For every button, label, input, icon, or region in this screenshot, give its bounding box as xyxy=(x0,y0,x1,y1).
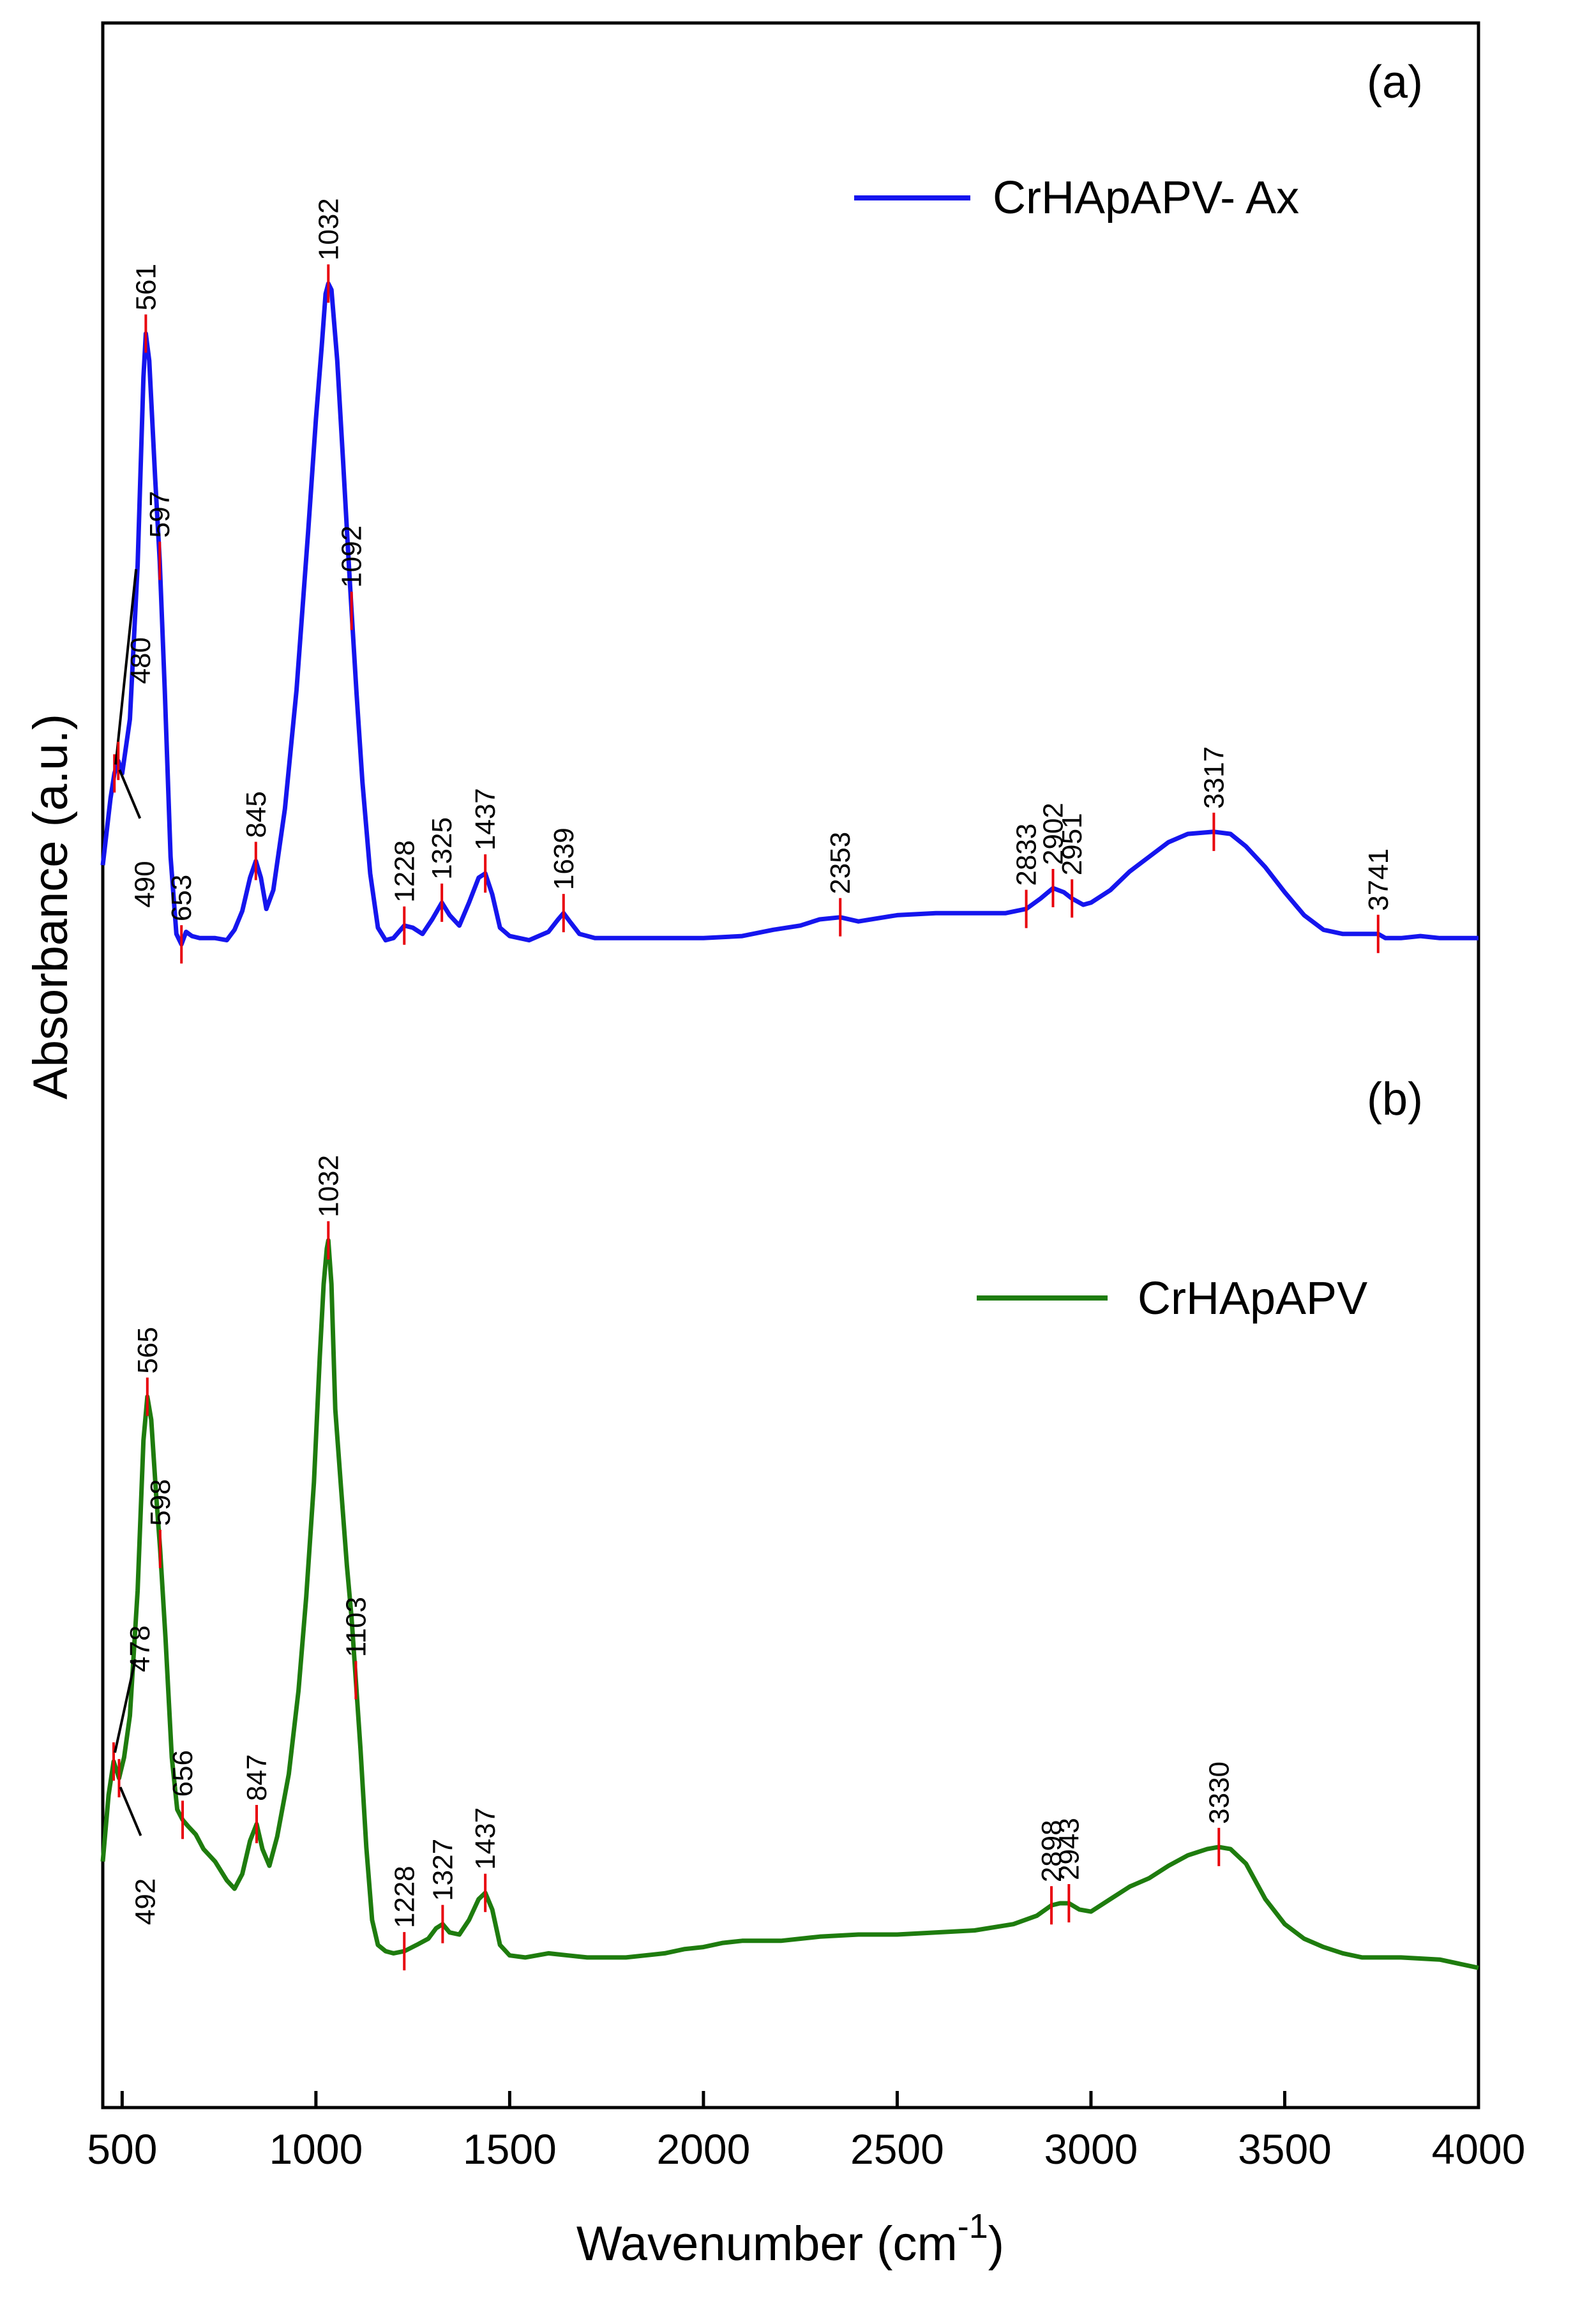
peak-label: 2943 xyxy=(1053,1818,1085,1880)
peak-label: 1327 xyxy=(427,1839,458,1901)
x-tick-label: 1000 xyxy=(269,2125,363,2173)
x-tick-label: 3500 xyxy=(1238,2125,1332,2173)
peak-label: 653 xyxy=(166,875,197,921)
peak-label: 490 xyxy=(129,861,160,907)
peak-arrow xyxy=(119,1786,142,1836)
peak-label: 1325 xyxy=(426,817,458,880)
peak-label: 2902 xyxy=(1037,803,1069,865)
y-axis-title: Absorbance (a.u.) xyxy=(24,714,78,1099)
peak-arrow xyxy=(118,769,142,819)
peak-label: 3317 xyxy=(1198,746,1230,809)
peak-label: 1437 xyxy=(470,1807,501,1870)
x-tick-label: 4000 xyxy=(1432,2125,1526,2173)
peak-label: 1228 xyxy=(389,840,420,903)
peak-label: 1032 xyxy=(313,1155,344,1218)
peak-label: 1639 xyxy=(548,827,580,890)
panel-label-b: (b) xyxy=(1367,1074,1423,1125)
peak-label: 2951 xyxy=(1057,813,1088,875)
x-axis-title-sup: -1 xyxy=(958,2207,988,2245)
peak-label: 3741 xyxy=(1363,849,1394,911)
peak-label: 1103 xyxy=(340,1597,372,1657)
peak-label: 656 xyxy=(167,1750,199,1797)
peak-label: 1437 xyxy=(470,788,501,850)
x-tick-label: 2000 xyxy=(657,2125,751,2173)
peak-label: 1032 xyxy=(313,198,344,260)
x-tick-label: 500 xyxy=(87,2125,157,2173)
x-axis-ticks: 500 1000 1500 2000 2500 3000 3500 4000 xyxy=(87,2091,1525,2173)
peak-arrow xyxy=(114,1659,137,1753)
peak-label: 2898 xyxy=(1036,1820,1067,1882)
peak-label: 565 xyxy=(132,1327,163,1373)
peak-label: 2833 xyxy=(1011,824,1042,886)
peak-label: 597 xyxy=(144,491,176,538)
peak-label: 478 xyxy=(124,1626,156,1672)
peak-label: 561 xyxy=(130,264,162,310)
legend-label-a: CrHApAPV- Ax xyxy=(993,172,1299,223)
peak-label: 480 xyxy=(125,637,156,684)
peak-label: 598 xyxy=(145,1479,176,1526)
x-axis-title: Wavenumber (cm-1) xyxy=(576,2207,1004,2271)
peak-label: 3330 xyxy=(1203,1762,1235,1824)
peak-label: 845 xyxy=(241,791,272,838)
peak-arrow xyxy=(114,569,138,765)
series-line-b xyxy=(100,1238,1479,1970)
x-axis-title-close: ) xyxy=(988,2217,1004,2271)
peak-label: 492 xyxy=(130,1878,161,1925)
peak-label: 2353 xyxy=(825,832,856,894)
series-layer xyxy=(100,281,1479,1970)
legend-label-b: CrHApAPV xyxy=(1138,1273,1367,1324)
x-tick-label: 1500 xyxy=(463,2125,557,2173)
series-line-a xyxy=(100,281,1478,947)
peak-label: 1092 xyxy=(336,525,368,588)
panel-label-a: (a) xyxy=(1367,57,1423,108)
x-axis-title-main: Wavenumber (cm xyxy=(576,2217,958,2271)
x-tick-label: 3000 xyxy=(1044,2125,1138,2173)
x-tick-label: 2500 xyxy=(850,2125,944,2173)
peak-label: 1228 xyxy=(389,1866,420,1928)
peak-label: 847 xyxy=(241,1754,273,1801)
plot-frame xyxy=(101,21,1480,2109)
